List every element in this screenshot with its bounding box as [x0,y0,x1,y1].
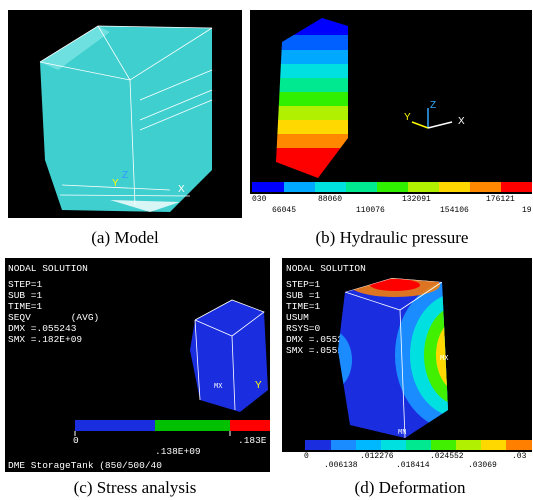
info-line: NODAL SOLUTION [8,263,88,274]
marker: MN [398,429,406,437]
colorbar-label: .024552 [430,452,464,461]
caption: (a) Model [91,228,159,247]
model-shape [40,26,212,212]
colorbar-label: .006138 [324,461,358,470]
info-line: TIME=1 [8,301,43,312]
colorbar-label: 154106 [440,206,469,215]
caption: (b) Hydraulic pressure [316,228,469,247]
axis-label: Y [255,380,262,391]
axis-label: Z [430,100,436,111]
stress-shape [190,300,268,412]
colorbar-label: 132091 [402,195,431,204]
info-line: NODAL SOLUTION [286,263,366,274]
info-line: RSYS=0 [286,323,321,334]
colorbar-label: 19 [522,206,532,215]
figure: Y Z X (a) Model Y Z X 030 88060 1 [0,0,533,500]
info-line: TIME=1 [286,301,321,312]
colorbar-label: .183E [238,435,267,446]
caption: (d) Deformation [355,478,466,497]
colorbar-label: .012276 [360,452,394,461]
colorbar-label: 66045 [272,206,296,215]
footer: DME StorageTank (850/500/40 [8,460,162,471]
colorbar-label: 176121 [486,195,515,204]
axis-label: Y [112,178,119,189]
axis-label: Y [404,112,411,123]
info-line: SEQV (AVG) [8,312,99,323]
info-line: DMX =.055243 [8,323,77,334]
marker: MX [214,383,223,391]
colorbar-label: 0 [73,435,79,446]
marker: MX [440,355,449,363]
colorbar-label: 88060 [318,195,342,204]
axis-label: Z [122,170,128,181]
caption: (c) Stress analysis [74,478,197,497]
colorbar-label: .018414 [396,461,430,470]
info-line: STEP=1 [8,279,43,290]
info-line: SUB =1 [286,290,321,301]
colorbar-label: 110076 [356,206,385,215]
colorbar-label: 030 [252,195,267,204]
colorbar-label: .03 [512,452,527,461]
axis-label: X [178,184,185,195]
info-line: SUB =1 [8,290,43,301]
info-line: STEP=1 [286,279,321,290]
colorbar-label: 0 [304,452,309,461]
colorbar-label: .03069 [468,461,497,470]
info-line: SMX =.182E+09 [8,334,82,345]
colorbar-label: .138E+09 [155,446,201,457]
axis-label: X [458,116,465,127]
